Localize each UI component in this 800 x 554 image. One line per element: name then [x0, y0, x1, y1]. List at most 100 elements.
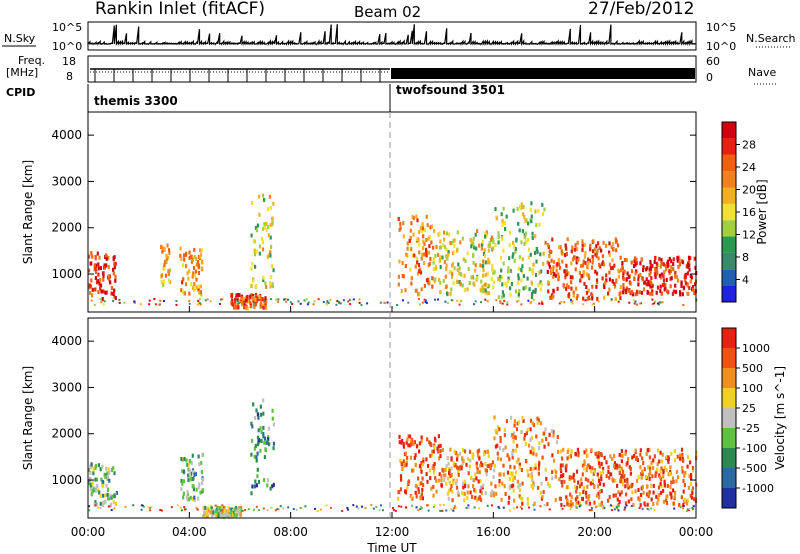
- data-cell: [660, 459, 663, 464]
- data-cell: [229, 509, 232, 514]
- data-cell: [415, 256, 418, 261]
- data-cell: [644, 504, 647, 507]
- data-cell: [166, 243, 169, 248]
- data-cell: [453, 463, 456, 468]
- data-cell: [255, 408, 258, 413]
- data-cell: [657, 497, 660, 502]
- colorbar-swatch: [722, 428, 736, 448]
- data-cell: [669, 469, 672, 474]
- data-cell: [508, 495, 511, 500]
- data-cell: [574, 452, 578, 457]
- data-cell: [192, 271, 195, 276]
- data-cell: [452, 480, 455, 485]
- data-cell: [185, 458, 188, 463]
- data-cell: [558, 262, 561, 267]
- data-cell: [570, 499, 573, 504]
- data-cell: [578, 501, 581, 505]
- data-cell: [547, 254, 551, 259]
- data-cell: [582, 270, 585, 275]
- data-cell: [139, 303, 142, 306]
- data-cell: [525, 231, 528, 236]
- data-cell: [457, 472, 460, 477]
- data-cell: [272, 482, 275, 487]
- data-cell: [648, 472, 651, 477]
- data-cell: [633, 259, 636, 264]
- data-cell: [570, 475, 573, 480]
- data-cell: [194, 269, 197, 274]
- data-cell: [615, 239, 618, 244]
- data-cell: [434, 476, 437, 481]
- data-cell: [402, 444, 405, 449]
- data-cell: [192, 266, 196, 270]
- data-cell: [538, 441, 541, 446]
- data-cell: [602, 262, 606, 267]
- data-cell: [574, 267, 577, 272]
- data-cell: [214, 514, 218, 519]
- data-cell: [222, 513, 225, 518]
- data-cell: [253, 454, 256, 459]
- data-cell: [253, 302, 256, 305]
- data-cell: [478, 507, 481, 510]
- data-cell: [453, 238, 456, 243]
- data-cell: [198, 302, 201, 305]
- data-cell: [441, 467, 444, 472]
- data-cell: [458, 266, 461, 271]
- colorbar-swatch: [722, 468, 736, 488]
- data-cell: [532, 262, 535, 267]
- data-cell: [472, 242, 475, 247]
- colorbar-swatch: [722, 408, 736, 428]
- data-cell: [105, 256, 108, 261]
- data-cell: [665, 468, 668, 473]
- data-cell: [449, 487, 452, 492]
- data-cell: [566, 450, 569, 454]
- data-cell: [656, 271, 659, 276]
- data-cell: [313, 300, 316, 303]
- data-cell: [266, 254, 269, 259]
- data-cell: [688, 474, 691, 479]
- data-cell: [113, 261, 116, 266]
- data-cell: [107, 264, 110, 269]
- data-cell: [534, 287, 537, 292]
- data-cell: [556, 286, 559, 291]
- data-cell: [484, 260, 487, 265]
- data-cell: [94, 256, 97, 261]
- data-cell: [230, 300, 233, 305]
- data-cell: [566, 456, 569, 461]
- data-cell: [405, 462, 408, 467]
- data-cell: [627, 457, 630, 461]
- data-cell: [632, 503, 635, 507]
- data-cell: [471, 494, 474, 499]
- data-cell: [637, 274, 640, 279]
- data-cell: [231, 298, 234, 303]
- data-cell: [679, 506, 682, 509]
- data-cell: [526, 497, 529, 501]
- data-cell: [585, 272, 588, 277]
- nave-label: Nave: [748, 66, 776, 79]
- data-cell: [561, 483, 564, 488]
- data-cell: [690, 495, 693, 500]
- data-cell: [339, 302, 342, 305]
- data-cell: [521, 229, 524, 234]
- data-cell: [530, 201, 533, 206]
- data-cell: [565, 286, 568, 291]
- data-cell: [474, 268, 477, 273]
- data-cell: [102, 493, 105, 498]
- data-cell: [179, 506, 182, 509]
- data-cell: [517, 484, 520, 489]
- data-cell: [521, 257, 524, 262]
- data-cell: [608, 250, 611, 255]
- data-cell: [622, 290, 625, 295]
- data-cell: [560, 251, 563, 256]
- data-cell: [183, 457, 186, 461]
- colorbar-swatch: [722, 187, 736, 204]
- data-cell: [485, 230, 488, 235]
- data-cell: [168, 250, 171, 255]
- data-cell: [265, 284, 268, 289]
- data-cell: [192, 484, 195, 489]
- data-cell: [421, 487, 424, 492]
- data-cell: [560, 479, 563, 484]
- data-cell: [496, 451, 499, 456]
- data-cell: [221, 509, 224, 511]
- data-cell: [472, 236, 475, 241]
